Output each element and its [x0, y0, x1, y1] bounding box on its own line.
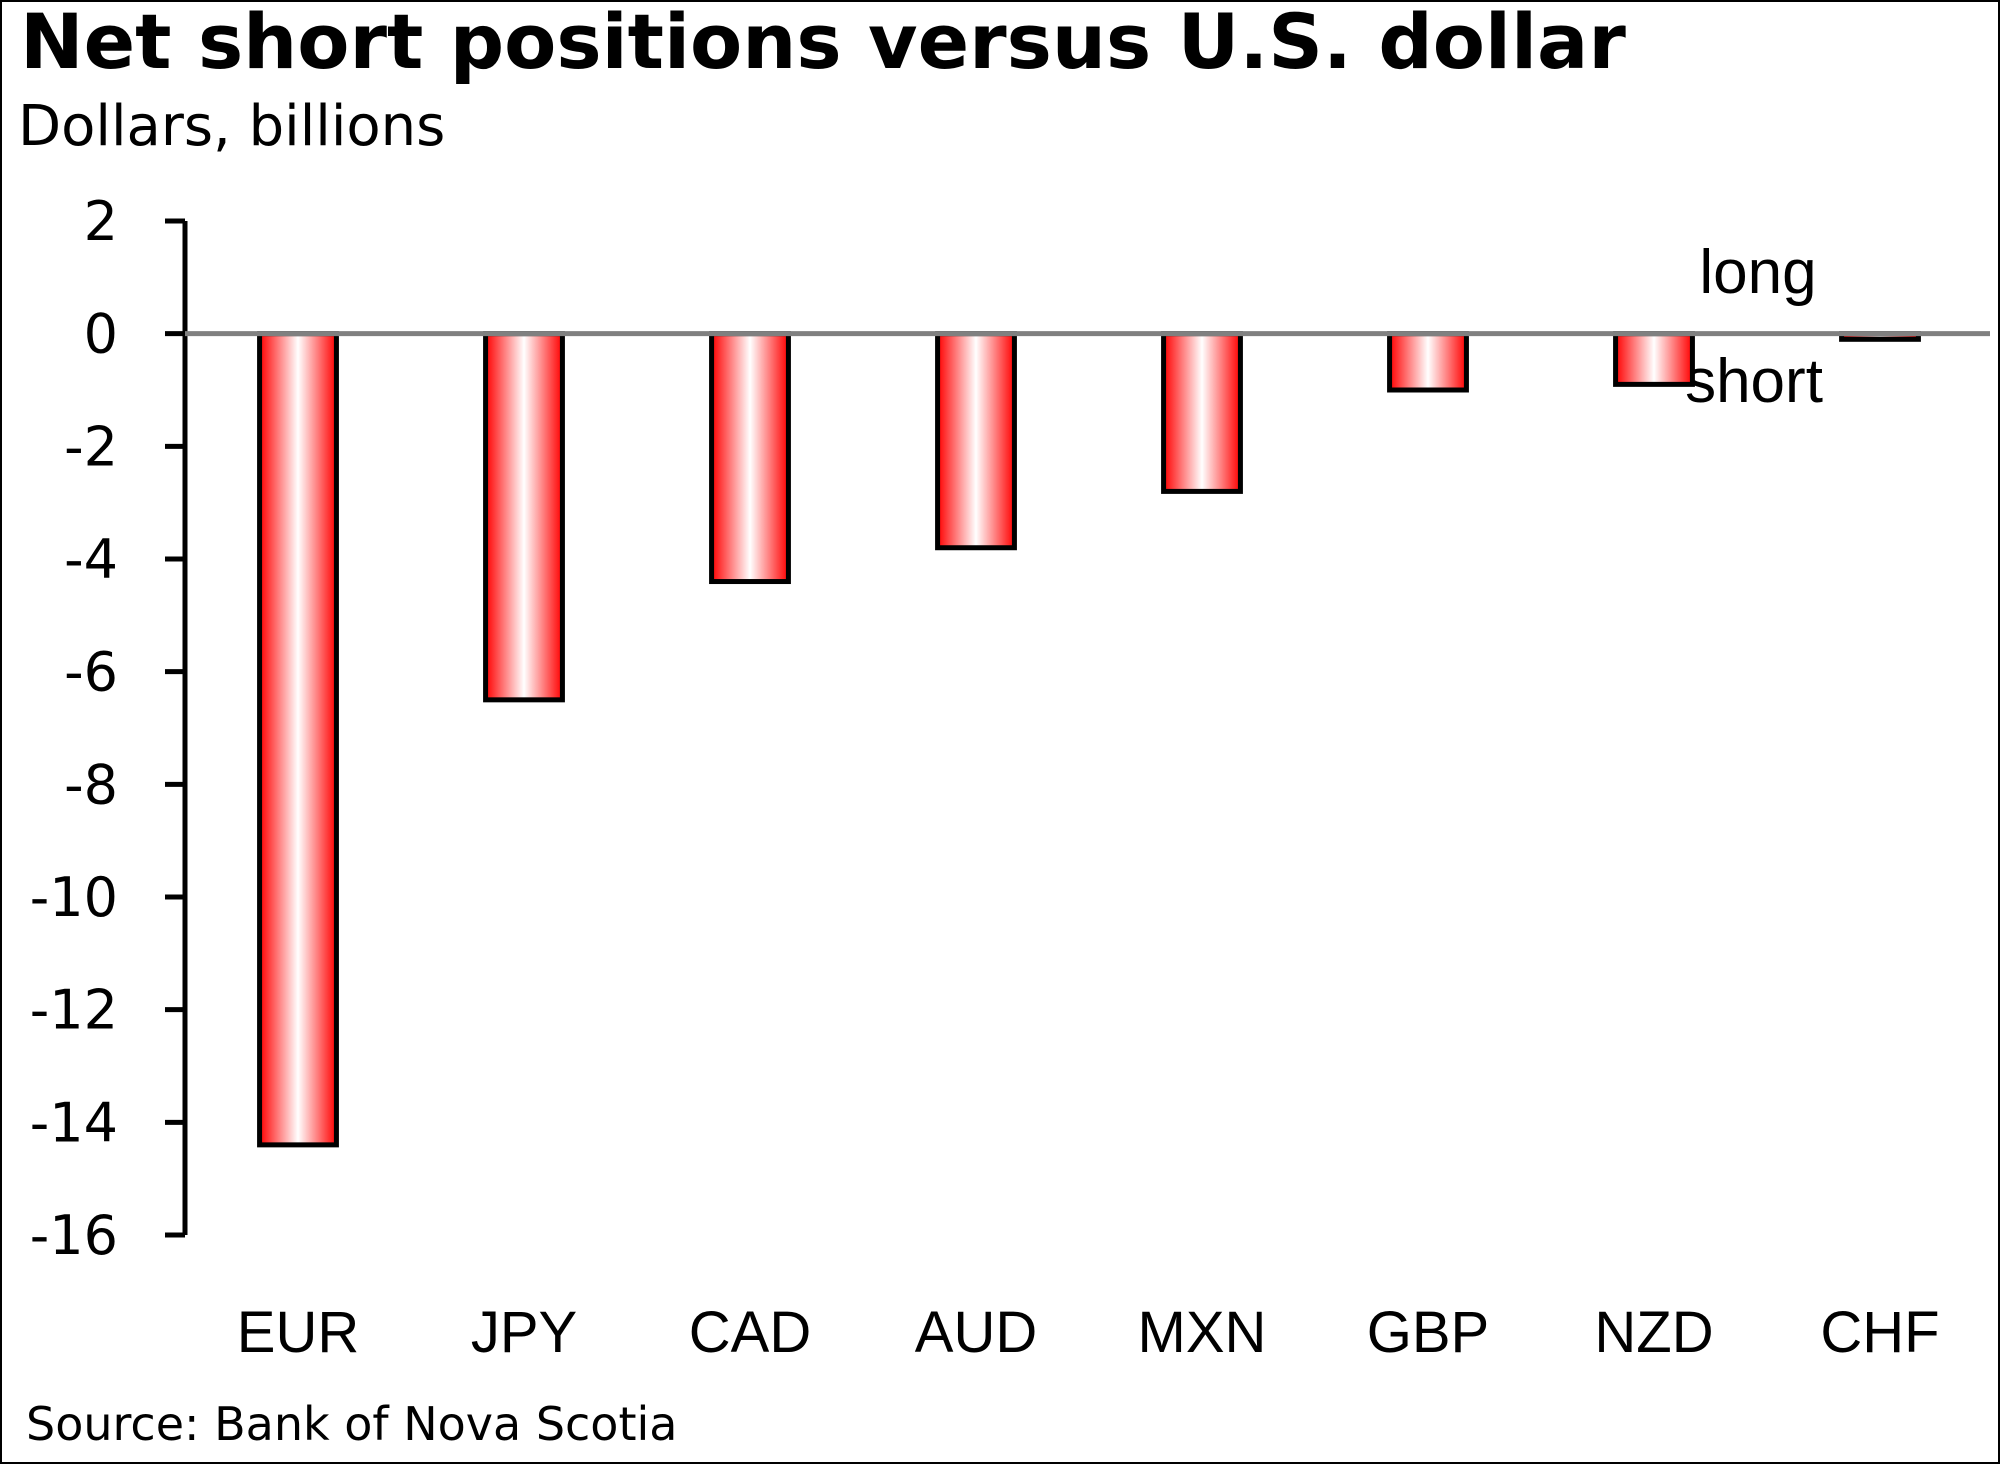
y-tick-label: -8 — [64, 753, 118, 816]
chart-title: Net short positions versus U.S. dollar — [20, 0, 1626, 86]
y-tick-label: -2 — [64, 415, 118, 478]
bar — [935, 331, 1017, 551]
x-tick-label: CHF — [1820, 1300, 1939, 1365]
bar — [1161, 331, 1243, 494]
y-tick-label: -10 — [30, 866, 118, 929]
annotation: short — [1685, 347, 1823, 416]
y-tick-label: -4 — [64, 528, 118, 591]
source-note: Source: Bank of Nova Scotia — [26, 1397, 677, 1451]
x-tick-label: AUD — [915, 1300, 1037, 1365]
x-tick-label: CAD — [689, 1300, 811, 1365]
annotation: long — [1699, 238, 1816, 307]
x-tick-label: MXN — [1138, 1300, 1267, 1365]
bar — [1613, 331, 1695, 387]
y-tick-label: -14 — [30, 1091, 118, 1154]
bar — [1387, 331, 1469, 393]
chart-subtitle: Dollars, billions — [18, 94, 445, 159]
y-tick-label: 0 — [84, 303, 118, 366]
bar — [709, 331, 791, 585]
bar — [257, 331, 339, 1148]
x-tick-label: JPY — [471, 1300, 577, 1365]
y-tick-label: 2 — [84, 190, 118, 253]
bar — [483, 331, 565, 703]
y-tick-label: -12 — [30, 979, 118, 1042]
y-tick-label: -6 — [64, 641, 118, 704]
x-tick-label: NZD — [1594, 1300, 1713, 1365]
x-tick-label: GBP — [1367, 1300, 1490, 1365]
x-tick-label: EUR — [237, 1300, 359, 1365]
y-tick-label: -16 — [30, 1204, 118, 1267]
